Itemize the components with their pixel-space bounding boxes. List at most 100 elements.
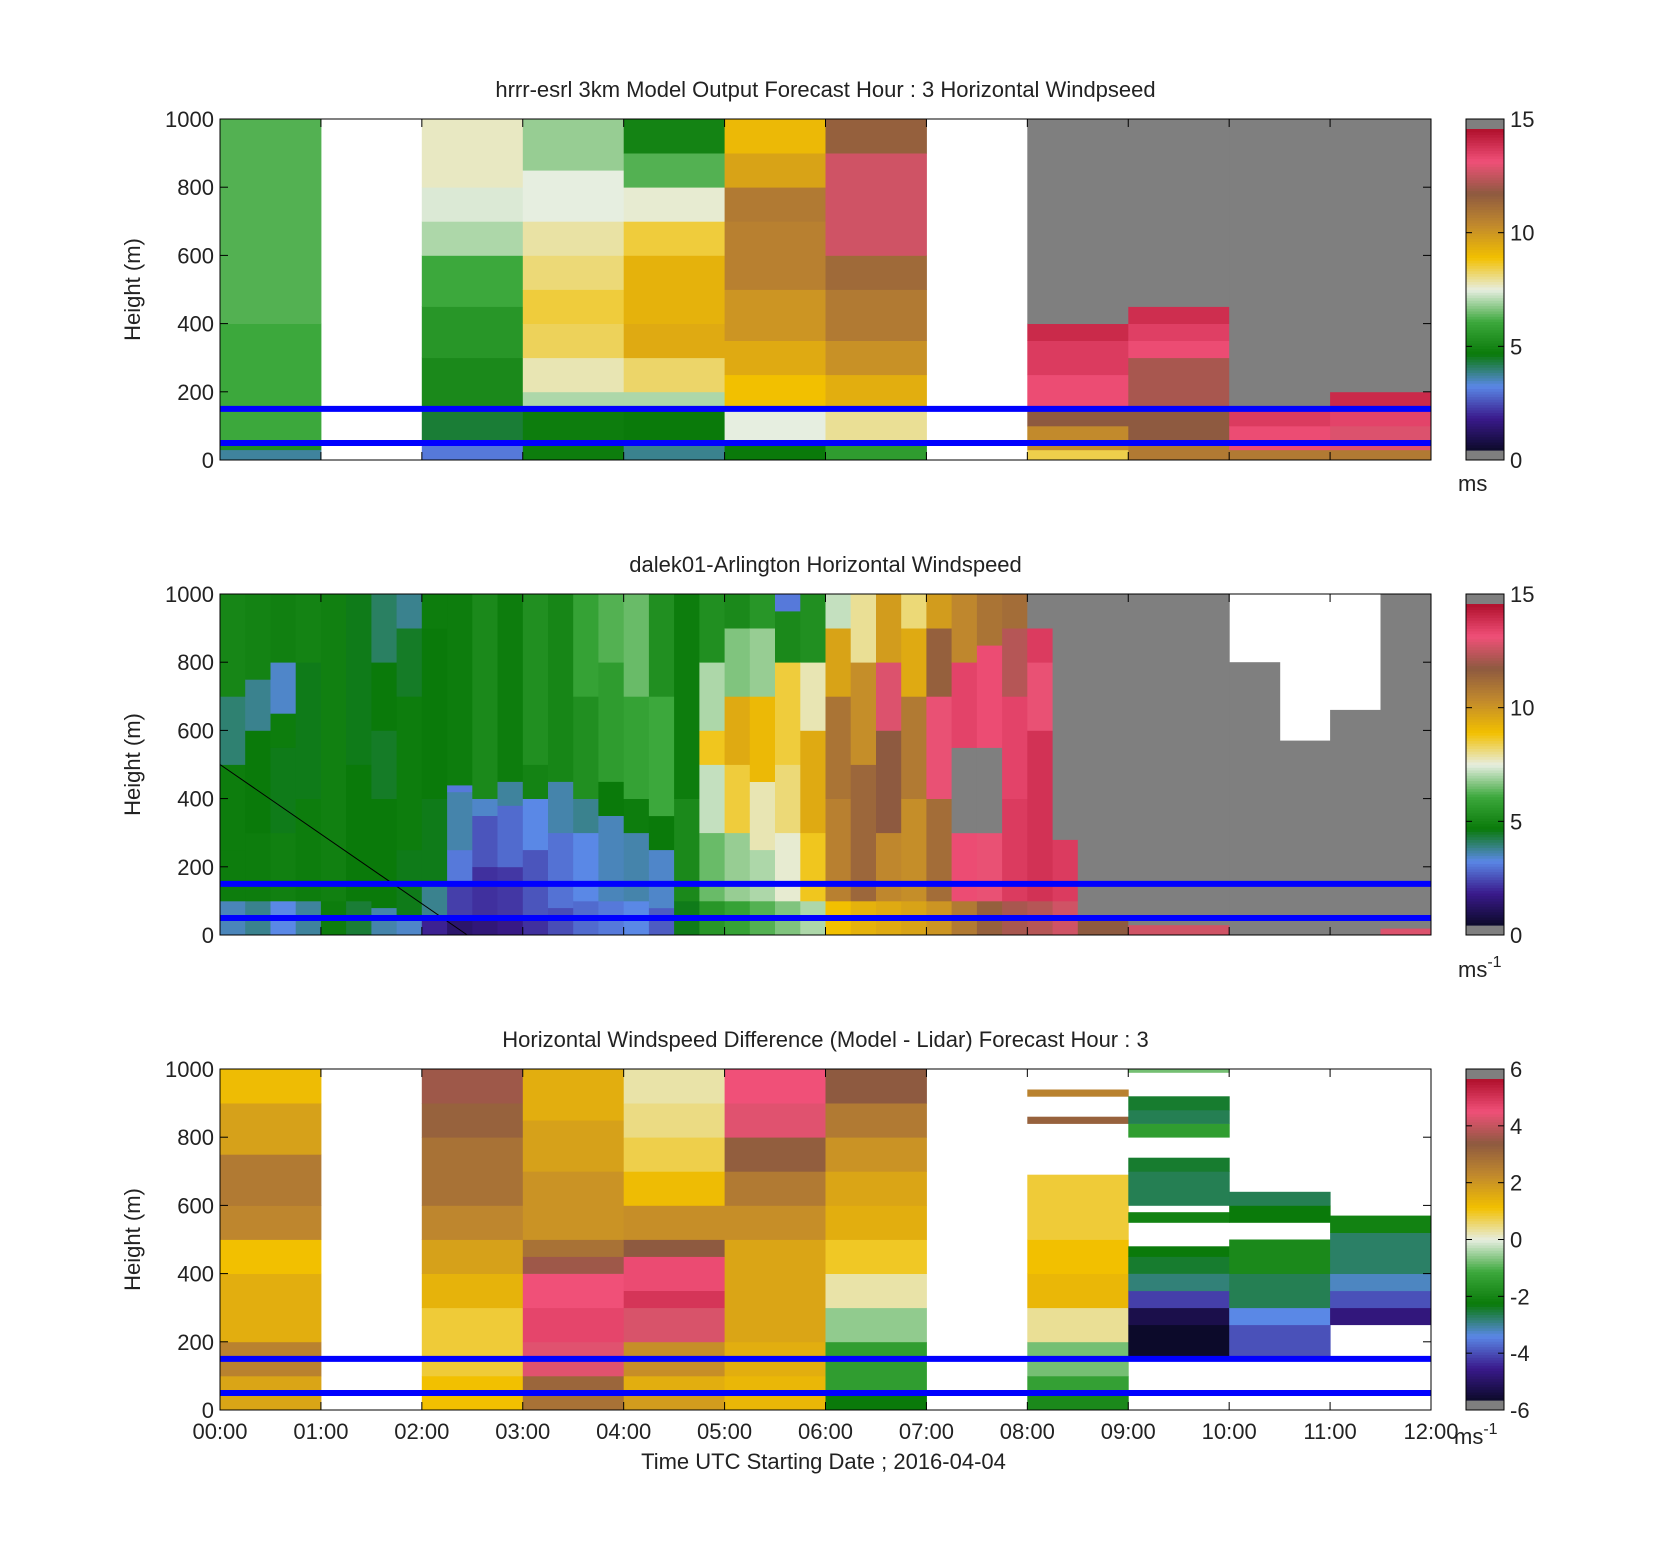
colorbar-segment — [1466, 1188, 1504, 1192]
heatmap-cell — [724, 374, 826, 410]
colorbar-segment — [1466, 244, 1504, 248]
colorbar-segment — [1466, 367, 1504, 371]
heatmap-cell — [724, 628, 751, 697]
colorbar-segment — [1466, 783, 1504, 787]
colorbar-segment — [1466, 799, 1504, 803]
heatmap-cell — [1027, 449, 1129, 461]
y-axis-label: Height (m) — [120, 1188, 145, 1291]
heatmap-cell — [522, 323, 625, 359]
y-tick-label: 800 — [177, 175, 214, 200]
colorbar-segment — [1466, 260, 1504, 264]
colorbar-segment — [1466, 745, 1504, 750]
heatmap-cell — [371, 907, 398, 936]
y-axis-label: Height (m) — [120, 713, 145, 816]
colorbar-segment — [1466, 772, 1504, 776]
heatmap-cell — [421, 918, 448, 936]
heatmap-cell — [245, 594, 271, 680]
colorbar-segment — [1466, 190, 1504, 194]
colorbar-segment — [1466, 407, 1504, 411]
colorbar-segment — [1466, 1145, 1504, 1150]
colorbar-segment — [1466, 169, 1504, 173]
heatmap-cell — [1330, 425, 1432, 451]
colorbar-segment — [1466, 919, 1504, 923]
colorbar-segment — [1466, 892, 1504, 897]
heatmap-cell — [472, 798, 498, 816]
heatmap-cell — [421, 221, 524, 256]
heatmap-cell — [1229, 1191, 1331, 1206]
colorbar-segment — [1466, 1172, 1504, 1176]
heatmap-cell — [598, 594, 625, 663]
heatmap-cell — [1330, 408, 1432, 427]
colorbar: -6 -4 -2 0 2 4 6 ms-1 — [1454, 1057, 1530, 1449]
heatmap-cell — [1027, 662, 1053, 731]
colorbar-segment — [1466, 1271, 1504, 1275]
colorbar-segment — [1466, 1391, 1504, 1396]
colorbar-segment — [1466, 1394, 1504, 1398]
x-tick-label: 06:00 — [798, 1419, 853, 1444]
colorbar-segment — [1466, 1370, 1504, 1374]
colorbar-segment — [1466, 436, 1504, 440]
colorbar-underflow — [1466, 1400, 1504, 1410]
x-ticks: 00:00 01:00 02:00 03:00 04:00 05:00 06:00 07:00… — [192, 1069, 1459, 1444]
heatmap-cell — [623, 357, 726, 393]
heatmap-cell — [623, 1375, 726, 1394]
heatmap-cell — [1077, 594, 1129, 919]
heatmap-cell — [220, 594, 246, 697]
colorbar-segment — [1466, 678, 1504, 683]
colorbar-segment — [1466, 1287, 1504, 1291]
heatmap-cell — [522, 1120, 625, 1172]
heatmap-cell — [1027, 1089, 1129, 1097]
colorbar-segment — [1466, 1373, 1504, 1377]
heatmap-cell — [775, 594, 801, 612]
heatmap-cell — [220, 119, 322, 324]
heatmap-cell — [876, 832, 902, 902]
colorbar-segment — [1466, 914, 1504, 918]
heatmap-cell — [623, 798, 650, 834]
heatmap-cell — [1128, 1171, 1230, 1206]
colorbar-segment — [1466, 399, 1504, 403]
heatmap-cell — [421, 119, 524, 188]
heatmap-cell — [951, 594, 978, 663]
heatmap-cell — [1330, 391, 1432, 410]
colorbar-segment — [1466, 163, 1504, 168]
heatmap-cell — [421, 306, 524, 359]
colorbar-segment — [1466, 676, 1504, 680]
colorbar-segment — [1466, 686, 1504, 691]
colorbar-tick-label: 0 — [1510, 923, 1522, 948]
colorbar-segment — [1466, 1346, 1504, 1350]
heatmap-cell — [447, 791, 473, 851]
colorbar-segment — [1466, 1103, 1504, 1107]
heatmap-cell — [220, 449, 322, 461]
heatmap-cell — [320, 594, 347, 902]
colorbar-segment — [1466, 1303, 1504, 1307]
heatmap-cell — [951, 747, 978, 834]
heatmap-cell — [522, 1375, 625, 1394]
heatmap-cell — [371, 594, 398, 663]
heatmap-cell — [749, 628, 776, 697]
heatmap-cell — [1027, 119, 1129, 324]
colorbar-segment — [1466, 826, 1504, 830]
colorbar-segment — [1466, 281, 1504, 285]
colorbar-segment — [1466, 329, 1504, 333]
heatmap-cell — [1229, 1324, 1331, 1360]
colorbar-overflow — [1466, 119, 1504, 129]
colorbar-segment — [1466, 1228, 1504, 1233]
heatmap-cell — [623, 1256, 726, 1291]
colorbar-segment — [1466, 788, 1504, 792]
heatmap-cell — [220, 1154, 322, 1206]
y-ticks: 0 200 400 600 800 1000 — [165, 1057, 1431, 1423]
colorbar-segment — [1466, 863, 1504, 867]
heatmap-cell — [1128, 1324, 1230, 1360]
colorbar-segment — [1466, 1386, 1504, 1390]
heatmap-cell — [800, 730, 826, 834]
colorbar-segment — [1466, 1279, 1504, 1283]
colorbar-segment — [1466, 377, 1504, 382]
colorbar-segment — [1466, 353, 1504, 357]
colorbar-segment — [1466, 439, 1504, 443]
heatmap-cell — [623, 1290, 726, 1309]
heatmap-cell — [1128, 1246, 1230, 1257]
colorbar-segment — [1466, 612, 1504, 616]
heatmap-cell — [1052, 839, 1079, 902]
colorbar-segment — [1466, 895, 1504, 899]
colorbar-unit-superscript: -1 — [1483, 1421, 1497, 1438]
